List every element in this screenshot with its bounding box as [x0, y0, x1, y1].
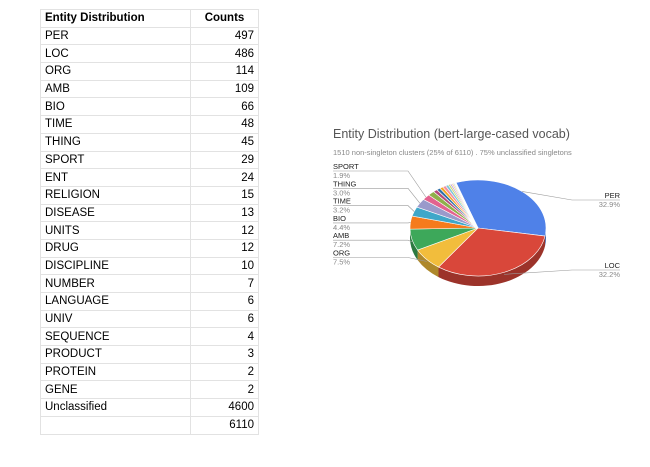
table-row: LOC 486 [40, 44, 259, 64]
entity-count-cell: 45 [190, 132, 259, 152]
leader-line-thing [333, 188, 421, 204]
slice-label-org: ORG [333, 249, 350, 258]
slice-label-per: PER [605, 191, 621, 200]
entity-count-cell: 24 [190, 168, 259, 187]
entity-count-cell: 6110 [190, 415, 259, 435]
slice-percent-sport: 1.9% [333, 171, 350, 180]
entity-count-cell: 48 [190, 115, 259, 134]
slice-percent-time: 3.2% [333, 206, 350, 215]
table-body: PER 497 LOC 486 ORG 114 AMB 109 BIO 66 TIME 48 THING… [40, 26, 259, 435]
leader-line-sport [333, 170, 427, 198]
pie-side-org [417, 250, 439, 278]
slice-percent-amb: 7.2% [333, 240, 350, 249]
entity-distribution-table: Entity Distribution Counts PER 497 LOC 486 O… [40, 9, 259, 435]
table-row: GENE 2 [40, 380, 259, 400]
chart-subtitle: 1510 non-singleton clusters (25% of 6110… [333, 148, 572, 157]
slice-percent-org: 7.5% [333, 258, 350, 267]
slice-percent-per: 32.9% [599, 200, 621, 209]
slice-percent-thing: 3.0% [333, 188, 350, 197]
slice-label-bio: BIO [333, 214, 346, 223]
slice-label-time: TIME [333, 197, 351, 206]
pie-slice-per [455, 179, 547, 237]
leader-line-per [522, 191, 620, 201]
table-row: RELIGION 15 [40, 185, 259, 205]
pie-slice-loc [438, 227, 546, 277]
chart-title: Entity Distribution (bert-large-cased vo… [333, 127, 570, 141]
table-row: SEQUENCE 4 [40, 327, 259, 347]
table-row: THING 45 [40, 132, 259, 152]
table-row: ENT 24 [40, 168, 259, 187]
slice-percent-bio: 4.4% [333, 223, 350, 232]
table-row: UNITS 12 [40, 221, 259, 240]
leader-line-loc [503, 269, 620, 275]
entity-name-cell: DRUG [40, 238, 191, 258]
pie-slices [409, 179, 547, 277]
pie-slice-gene [455, 182, 479, 229]
table-row: LANGUAGE 6 [40, 292, 259, 311]
slice-label-amb: AMB [333, 231, 349, 240]
entity-count-cell: 7 [190, 274, 259, 293]
pie-side-amb [410, 229, 418, 261]
slice-percent-loc: 32.2% [599, 270, 621, 279]
entity-count-cell: 29 [190, 150, 259, 170]
table-row: 6110 [40, 415, 259, 435]
entity-name-cell: LOC [40, 44, 191, 64]
table-row: SPORT 29 [40, 150, 259, 170]
leader-line-time [333, 205, 415, 212]
slice-label-thing: THING [333, 179, 356, 188]
slice-label-loc: LOC [605, 261, 621, 270]
entity-name-cell: RELIGION [40, 185, 191, 205]
entity-name-cell: SPORT [40, 150, 191, 170]
table-row: AMB 109 [40, 79, 259, 99]
leader-line-org [333, 257, 427, 262]
entity-name-cell: PROTEIN [40, 362, 191, 382]
leader-line-amb [333, 239, 413, 243]
entity-name-cell: GENE [40, 380, 191, 400]
slice-label-sport: SPORT [333, 162, 359, 171]
